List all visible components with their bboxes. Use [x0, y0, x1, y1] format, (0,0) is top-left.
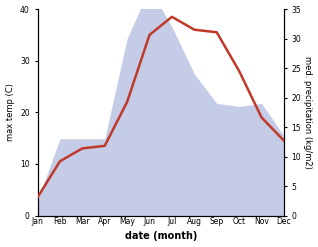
X-axis label: date (month): date (month): [125, 231, 197, 242]
Y-axis label: med. precipitation (kg/m2): med. precipitation (kg/m2): [303, 56, 313, 169]
Y-axis label: max temp (C): max temp (C): [5, 83, 15, 141]
